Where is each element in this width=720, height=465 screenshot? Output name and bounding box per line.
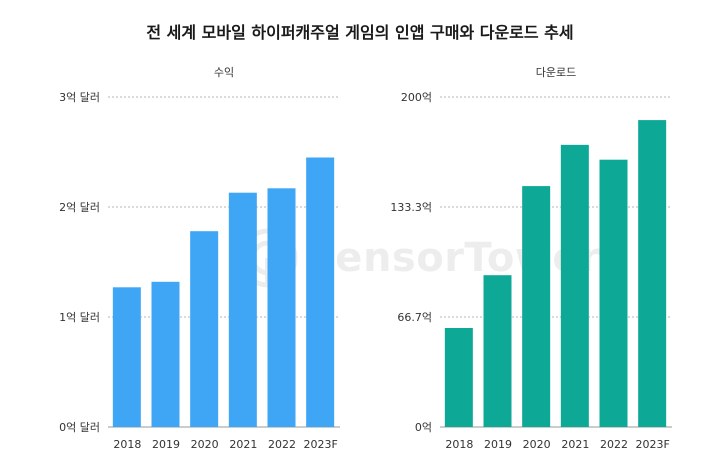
x-tick-label: 2019 bbox=[484, 438, 512, 451]
bar bbox=[190, 231, 219, 427]
y-tick-label: 3억 달러 bbox=[59, 91, 100, 104]
bar bbox=[267, 188, 296, 427]
x-tick-label: 2020 bbox=[191, 438, 219, 451]
bar bbox=[306, 157, 335, 427]
y-tick-label: 66.7억 bbox=[397, 311, 432, 324]
y-tick-label: 0억 달러 bbox=[59, 421, 100, 434]
bar bbox=[151, 281, 180, 427]
bar bbox=[483, 275, 512, 427]
x-tick-label: 2018 bbox=[445, 438, 473, 451]
x-tick-label: 2023F bbox=[636, 438, 670, 451]
chart-title: 전 세계 모바일 하이퍼캐주얼 게임의 인앱 구매와 다운로드 추세 bbox=[146, 23, 574, 42]
y-tick-label: 133.3억 bbox=[390, 201, 432, 214]
x-tick-label: 2022 bbox=[600, 438, 628, 451]
y-tick-label: 0억 bbox=[415, 421, 432, 434]
x-tick-label: 2020 bbox=[523, 438, 551, 451]
bar bbox=[599, 159, 628, 427]
x-tick-label: 2021 bbox=[561, 438, 589, 451]
x-tick-label: 2022 bbox=[268, 438, 296, 451]
bar bbox=[112, 287, 141, 427]
y-tick-label: 2억 달러 bbox=[59, 201, 100, 214]
x-tick-label: 2018 bbox=[113, 438, 141, 451]
bar bbox=[638, 120, 667, 427]
bar bbox=[560, 144, 589, 427]
bar bbox=[522, 186, 551, 427]
panel-title: 다운로드 bbox=[536, 66, 576, 79]
y-tick-label: 200억 bbox=[401, 91, 432, 104]
y-tick-label: 1억 달러 bbox=[59, 311, 100, 324]
x-tick-label: 2021 bbox=[229, 438, 257, 451]
panel-title: 수익 bbox=[214, 66, 234, 79]
bar bbox=[228, 192, 257, 427]
bar bbox=[444, 328, 473, 427]
x-tick-label: 2023F bbox=[304, 438, 338, 451]
x-tick-label: 2019 bbox=[152, 438, 180, 451]
